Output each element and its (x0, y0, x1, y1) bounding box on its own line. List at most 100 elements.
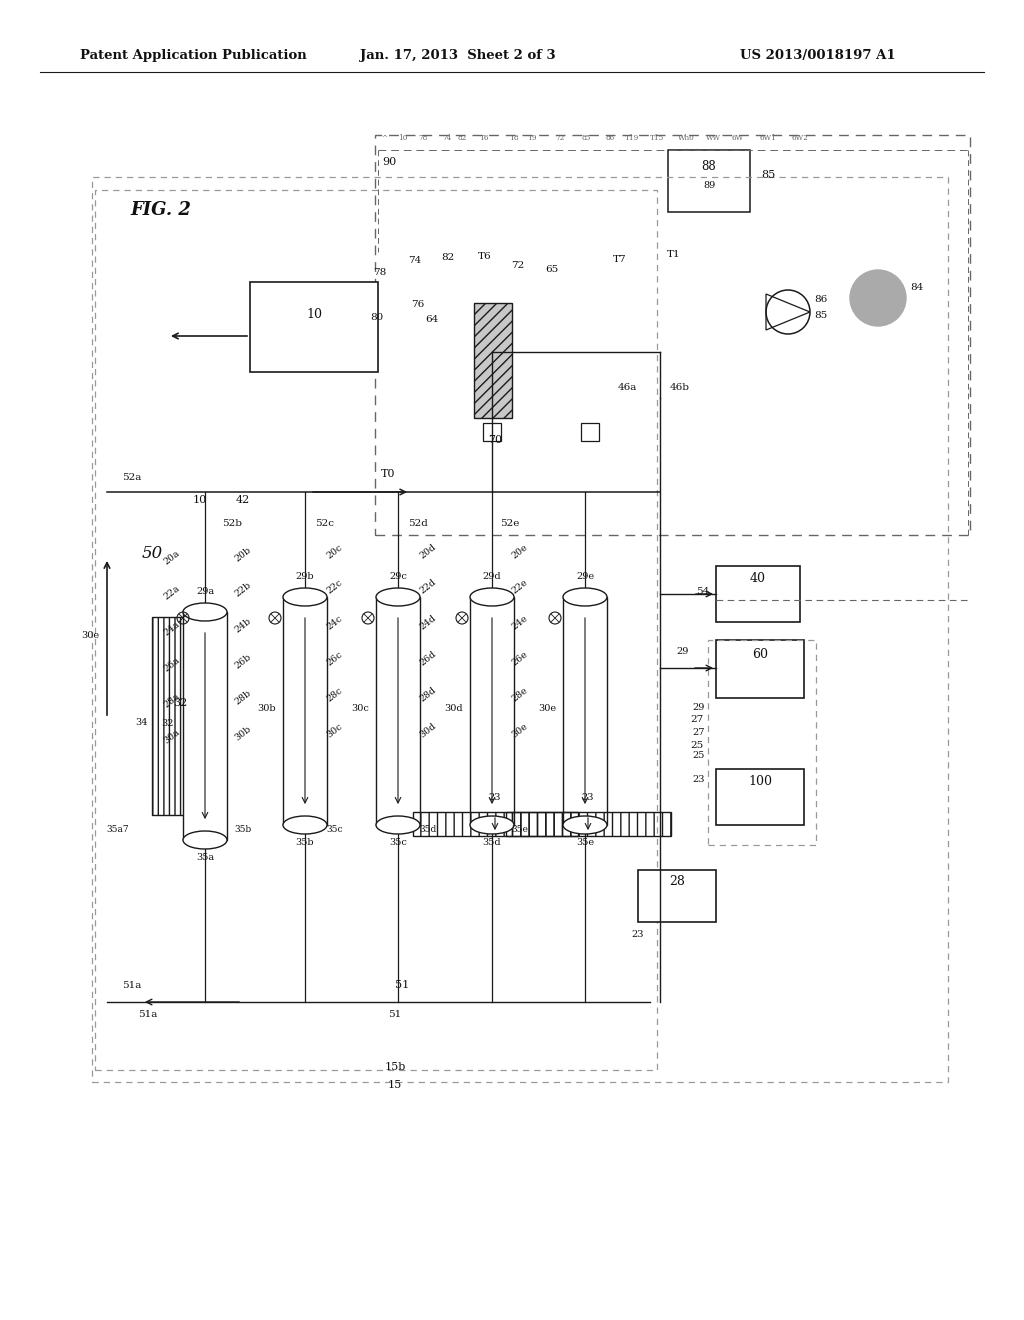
Text: 22a: 22a (162, 583, 181, 602)
Bar (483, 422, 501, 441)
Bar (581, 422, 599, 441)
Text: T6: T6 (480, 135, 489, 143)
Text: 28e: 28e (510, 686, 529, 704)
Bar (668, 150, 750, 213)
Text: 85: 85 (582, 135, 591, 143)
Text: ^: ^ (381, 135, 387, 143)
Text: T9: T9 (528, 135, 538, 143)
Text: 29d: 29d (482, 572, 502, 581)
Text: 46b: 46b (670, 383, 690, 392)
Text: 30d: 30d (418, 722, 438, 741)
Text: 82: 82 (441, 253, 455, 261)
Text: 29b: 29b (296, 572, 314, 581)
Text: 25: 25 (690, 741, 703, 750)
Text: 60: 60 (752, 648, 768, 661)
Text: 28: 28 (669, 875, 685, 888)
Text: 51a: 51a (138, 1010, 158, 1019)
Text: 20d: 20d (418, 543, 438, 561)
Ellipse shape (470, 587, 514, 606)
Text: 30a: 30a (162, 727, 182, 746)
Text: 22b: 22b (233, 581, 253, 599)
Text: 26b: 26b (233, 652, 253, 671)
Bar (563, 597, 607, 825)
Text: 28d: 28d (418, 686, 438, 704)
Text: 72: 72 (511, 261, 524, 271)
Text: 78: 78 (418, 135, 427, 143)
Bar (250, 282, 378, 372)
Text: 6W1: 6W1 (760, 135, 777, 143)
Text: 30b: 30b (233, 725, 253, 743)
Text: 24a: 24a (162, 620, 181, 638)
Text: 88: 88 (701, 160, 717, 173)
Bar (152, 616, 208, 814)
Bar (183, 612, 227, 840)
Text: 35b: 35b (234, 825, 252, 834)
Text: 85: 85 (761, 170, 775, 180)
Text: T6: T6 (478, 252, 492, 261)
Text: 26d: 26d (418, 649, 438, 668)
Ellipse shape (376, 587, 420, 606)
Text: 23: 23 (632, 931, 644, 939)
Text: 24c: 24c (326, 614, 345, 632)
Bar (506, 812, 671, 836)
Text: T19: T19 (625, 135, 639, 143)
Text: Wh0: Wh0 (678, 135, 694, 143)
Text: 29: 29 (677, 647, 689, 656)
Text: 27: 27 (692, 729, 705, 737)
Text: 82: 82 (458, 135, 467, 143)
Text: 25: 25 (692, 751, 705, 760)
Text: 35c: 35c (327, 825, 343, 834)
Text: 35a7: 35a7 (106, 825, 129, 834)
Text: 29: 29 (692, 704, 705, 711)
Text: 35d: 35d (482, 838, 502, 847)
Ellipse shape (563, 587, 607, 606)
Bar (716, 770, 804, 825)
Bar (470, 597, 514, 825)
Text: 85: 85 (814, 312, 827, 319)
Text: 30b: 30b (258, 704, 276, 713)
Text: 20b: 20b (233, 545, 253, 564)
Text: 35d: 35d (420, 825, 436, 834)
Text: 89: 89 (702, 181, 715, 190)
Text: 35c: 35c (389, 838, 407, 847)
Text: 52e: 52e (501, 519, 520, 528)
Text: 24b: 24b (233, 616, 253, 635)
Circle shape (850, 271, 906, 326)
Text: Patent Application Publication: Patent Application Publication (80, 49, 307, 62)
Text: 28c: 28c (326, 686, 345, 704)
Text: 24d: 24d (418, 614, 438, 632)
Bar (92, 177, 948, 1082)
Text: 30e: 30e (538, 704, 556, 713)
Bar (413, 812, 578, 836)
Text: 29c: 29c (389, 572, 407, 581)
Text: 20a: 20a (162, 549, 181, 568)
Text: 65: 65 (546, 265, 559, 275)
Text: WW: WW (706, 135, 721, 143)
Bar (716, 640, 804, 698)
Bar (474, 304, 512, 418)
Text: 86: 86 (605, 135, 614, 143)
Text: 29a: 29a (196, 587, 214, 597)
Text: 51: 51 (395, 979, 410, 990)
Text: 50: 50 (142, 545, 163, 562)
Ellipse shape (283, 587, 327, 606)
Text: 22c: 22c (326, 578, 345, 597)
Text: 32: 32 (161, 719, 173, 729)
Bar (638, 870, 716, 921)
Text: 46a: 46a (618, 383, 637, 392)
Text: 64: 64 (425, 315, 438, 323)
Ellipse shape (183, 832, 227, 849)
Text: 30c: 30c (351, 704, 369, 713)
Text: 42: 42 (236, 495, 250, 506)
Text: 90: 90 (382, 157, 396, 168)
Text: T7: T7 (613, 255, 627, 264)
Ellipse shape (376, 816, 420, 834)
Text: 26e: 26e (510, 649, 529, 668)
Text: 20c: 20c (326, 544, 345, 561)
Ellipse shape (283, 816, 327, 834)
Text: 22d: 22d (418, 578, 438, 597)
Text: 20e: 20e (510, 543, 529, 561)
Bar (708, 640, 816, 845)
Text: 52a: 52a (122, 473, 141, 482)
Text: 22e: 22e (510, 578, 529, 597)
